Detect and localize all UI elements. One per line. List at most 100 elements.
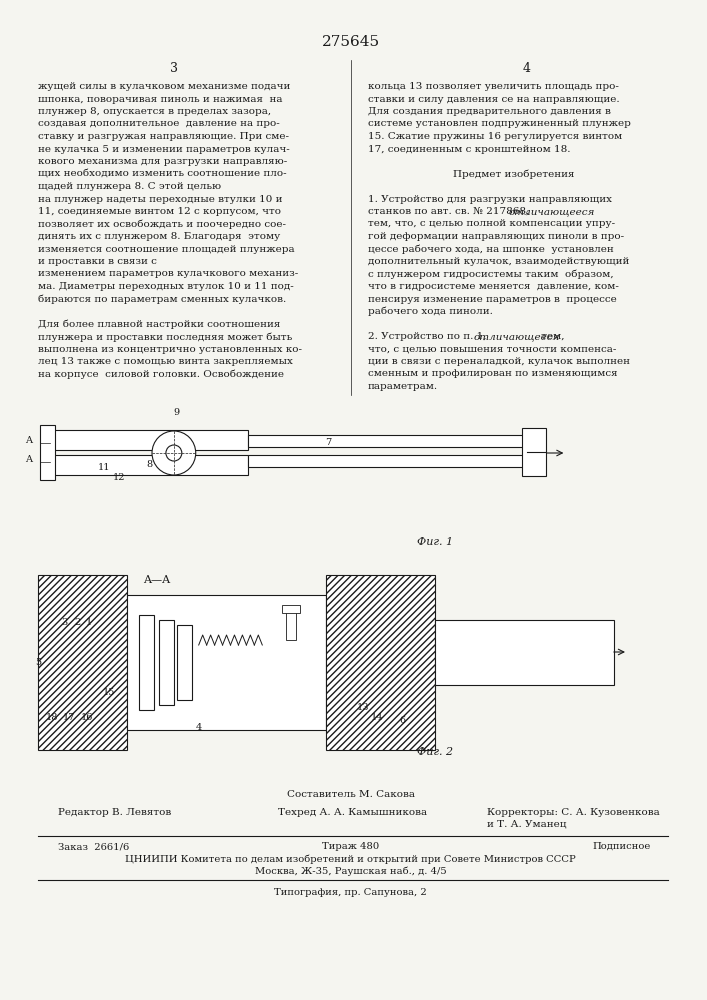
Text: Техред А. А. Камышникова: Техред А. А. Камышникова [278, 808, 427, 817]
Text: лец 13 также с помощью винта закрепляемых: лец 13 также с помощью винта закрепляемы… [37, 357, 293, 366]
Text: Для более плавной настройки соотношения: Для более плавной настройки соотношения [37, 320, 280, 329]
Text: и проставки в связи с: и проставки в связи с [37, 257, 157, 266]
Text: станков по авт. св. № 217868,: станков по авт. св. № 217868, [368, 207, 532, 216]
Bar [127, 595, 326, 730]
Text: 5: 5 [35, 658, 41, 667]
Text: 16: 16 [81, 713, 93, 722]
Text: Корректоры: С. А. Кузовенкова: Корректоры: С. А. Кузовенкова [487, 808, 660, 817]
Text: кового механизма для разгрузки направляю-: кового механизма для разгрузки направляю… [37, 157, 287, 166]
Text: 1. Устройство для разгрузки направляющих: 1. Устройство для разгрузки направляющих [368, 194, 612, 204]
Text: 4: 4 [196, 723, 201, 732]
Text: 6: 6 [399, 716, 405, 725]
Text: ма. Диаметры переходных втулок 10 и 11 под-: ма. Диаметры переходных втулок 10 и 11 п… [37, 282, 293, 291]
Bar [436, 620, 614, 685]
Text: 11, соединяемые винтом 12 с корпусом, что: 11, соединяемые винтом 12 с корпусом, чт… [37, 207, 281, 216]
Text: A: A [25, 436, 32, 445]
Text: 11: 11 [98, 463, 110, 472]
Text: Составитель М. Сакова: Составитель М. Сакова [287, 790, 415, 799]
Text: изменением параметров кулачкового механиз-: изменением параметров кулачкового механи… [37, 269, 298, 278]
Bar [248, 435, 527, 447]
Text: отличающееся: отличающееся [509, 207, 595, 216]
Text: 14: 14 [371, 713, 384, 722]
Text: Для создания предварительного давления в: Для создания предварительного давления в [368, 107, 610, 116]
Text: 2: 2 [74, 618, 81, 627]
Text: динять их с плунжером 8. Благодаря  этому: динять их с плунжером 8. Благодаря этому [37, 232, 280, 241]
Text: щих необходимо изменить соотношение пло-: щих необходимо изменить соотношение пло- [37, 169, 286, 178]
Text: Редактор В. Левятов: Редактор В. Левятов [58, 808, 171, 817]
Text: плунжер 8, опускается в пределах зазора,: плунжер 8, опускается в пределах зазора, [37, 107, 271, 116]
Text: 18: 18 [45, 713, 58, 722]
Text: 4: 4 [522, 62, 530, 75]
Text: ставку и разгружая направляющие. При сме-: ставку и разгружая направляющие. При сме… [37, 132, 288, 141]
Text: цессе рабочего хода, на шпонке  установлен: цессе рабочего хода, на шпонке установле… [368, 244, 614, 254]
Text: создавая дополнительное  давление на про-: создавая дополнительное давление на про- [37, 119, 279, 128]
Text: Заказ  2661/6: Заказ 2661/6 [58, 842, 129, 851]
Text: ции в связи с переналадкой, кулачок выполнен: ции в связи с переналадкой, кулачок выпо… [368, 357, 630, 366]
Text: 13: 13 [356, 703, 369, 712]
Bar [139, 615, 154, 710]
Text: плунжера и проставки последняя может быть: плунжера и проставки последняя может быт… [37, 332, 292, 342]
Text: A—A: A—A [144, 575, 170, 585]
Bar [159, 620, 174, 705]
Text: 3: 3 [62, 618, 68, 627]
Text: параметрам.: параметрам. [368, 382, 438, 391]
Text: 1: 1 [86, 618, 93, 627]
Circle shape [166, 445, 182, 461]
Text: что, с целью повышения точности компенса-: что, с целью повышения точности компенса… [368, 344, 616, 354]
Bar [49, 455, 248, 475]
Text: 15. Сжатие пружины 16 регулируется винтом: 15. Сжатие пружины 16 регулируется винто… [368, 132, 622, 141]
Text: и Т. А. Уманец: и Т. А. Уманец [487, 820, 566, 829]
Text: системе установлен подпружиненный плунжер: системе установлен подпружиненный плунже… [368, 119, 631, 128]
Bar [49, 430, 248, 450]
Text: ставки и силу давления се на направляющие.: ставки и силу давления се на направляющи… [368, 95, 619, 104]
Text: что в гидросистеме меняется  давление, ком-: что в гидросистеме меняется давление, ко… [368, 282, 619, 291]
Text: 8: 8 [146, 460, 152, 469]
Bar [177, 625, 192, 700]
Text: дополнительный кулачок, взаимодействующий: дополнительный кулачок, взаимодействующи… [368, 257, 629, 266]
Text: шпонка, поворачивая пиноль и нажимая  на: шпонка, поворачивая пиноль и нажимая на [37, 95, 282, 104]
Text: 275645: 275645 [322, 35, 380, 49]
Text: 15: 15 [103, 688, 115, 697]
Text: A: A [25, 455, 32, 464]
Text: Фиг. 2: Фиг. 2 [417, 747, 453, 757]
Text: на плунжер надеты переходные втулки 10 и: на плунжер надеты переходные втулки 10 и [37, 194, 282, 204]
Text: не кулачка 5 и изменении параметров кулач-: не кулачка 5 и изменении параметров кула… [37, 144, 289, 153]
Text: с плунжером гидросистемы таким  образом,: с плунжером гидросистемы таким образом, [368, 269, 613, 279]
Text: на корпусе  силовой головки. Освобождение: на корпусе силовой головки. Освобождение [37, 369, 284, 379]
Text: отличающееся: отличающееся [474, 332, 560, 341]
Bar [40, 425, 54, 480]
Text: гой деформации направляющих пиноли в про-: гой деформации направляющих пиноли в про… [368, 232, 624, 241]
Text: 17: 17 [64, 713, 76, 722]
Text: выполнена из концентрично установленных ко-: выполнена из концентрично установленных … [37, 344, 302, 354]
Text: Фиг. 1: Фиг. 1 [417, 537, 453, 547]
Bar [37, 575, 127, 750]
Bar [286, 610, 296, 640]
Text: жущей силы в кулачковом механизме подачи: жущей силы в кулачковом механизме подачи [37, 82, 290, 91]
Text: 9: 9 [174, 408, 180, 417]
Text: ЦНИИПИ Комитета по делам изобретений и открытий при Совете Министров СССР: ЦНИИПИ Комитета по делам изобретений и о… [125, 854, 576, 863]
Text: Подписное: Подписное [592, 842, 650, 851]
Text: Предмет изобретения: Предмет изобретения [453, 169, 575, 179]
Text: 3: 3 [170, 62, 178, 75]
Bar [248, 455, 527, 467]
Text: тем,: тем, [539, 332, 565, 341]
Text: изменяется соотношение площадей плунжера: изменяется соотношение площадей плунжера [37, 244, 294, 253]
Text: 17, соединенным с кронштейном 18.: 17, соединенным с кронштейном 18. [368, 144, 570, 153]
Text: тем, что, с целью полной компенсации упру-: тем, что, с целью полной компенсации упр… [368, 220, 614, 229]
Text: 7: 7 [325, 438, 331, 447]
Text: Москва, Ж-35, Раушская наб., д. 4/5: Москва, Ж-35, Раушская наб., д. 4/5 [255, 866, 447, 876]
Text: 12: 12 [113, 473, 125, 482]
Text: позволяет их освобождать и поочередно сое-: позволяет их освобождать и поочередно со… [37, 220, 286, 229]
Text: щадей плунжера 8. С этой целью: щадей плунжера 8. С этой целью [37, 182, 221, 191]
Text: Типография, пр. Сапунова, 2: Типография, пр. Сапунова, 2 [274, 888, 427, 897]
Bar [282, 605, 300, 613]
Text: бираются по параметрам сменных кулачков.: бираются по параметрам сменных кулачков. [37, 294, 286, 304]
Text: сменным и профилирован по изменяющимся: сменным и профилирован по изменяющимся [368, 369, 617, 378]
Text: рабочего хода пиноли.: рабочего хода пиноли. [368, 307, 493, 316]
Text: Тираж 480: Тираж 480 [322, 842, 380, 851]
Bar [522, 428, 547, 476]
Text: кольца 13 позволяет увеличить площадь про-: кольца 13 позволяет увеличить площадь пр… [368, 82, 619, 91]
Circle shape [152, 431, 196, 475]
Text: 2. Устройство по п. 1,: 2. Устройство по п. 1, [368, 332, 489, 341]
Bar [326, 575, 436, 750]
